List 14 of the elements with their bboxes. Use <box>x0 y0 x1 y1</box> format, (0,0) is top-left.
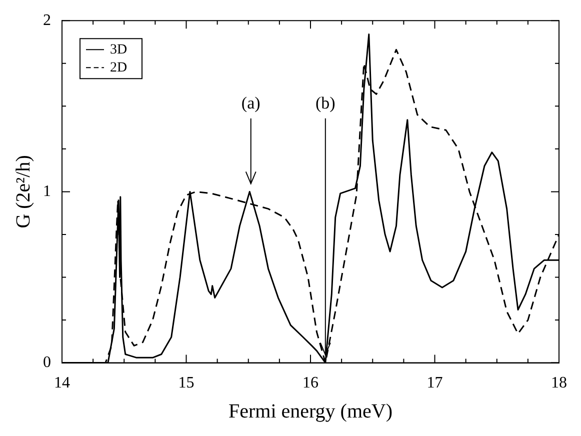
x-tick-label: 15 <box>178 374 194 392</box>
x-tick-label: 16 <box>302 374 318 392</box>
legend-label: 2D <box>110 60 128 76</box>
x-tick-label: 17 <box>426 374 443 392</box>
y-tick-label: 1 <box>43 182 51 200</box>
x-tick-label: 18 <box>551 374 567 392</box>
x-tick-label: 14 <box>54 374 70 392</box>
y-tick-label: 2 <box>43 12 51 29</box>
legend-label: 3D <box>110 42 128 58</box>
annotation: (b) <box>315 93 336 112</box>
annotation: (a) <box>241 93 260 112</box>
y-tick-label: 0 <box>43 354 51 372</box>
x-axis-title: Fermi energy (meV) <box>228 400 393 422</box>
y-axis-title: G (2e²/h) <box>12 155 34 228</box>
